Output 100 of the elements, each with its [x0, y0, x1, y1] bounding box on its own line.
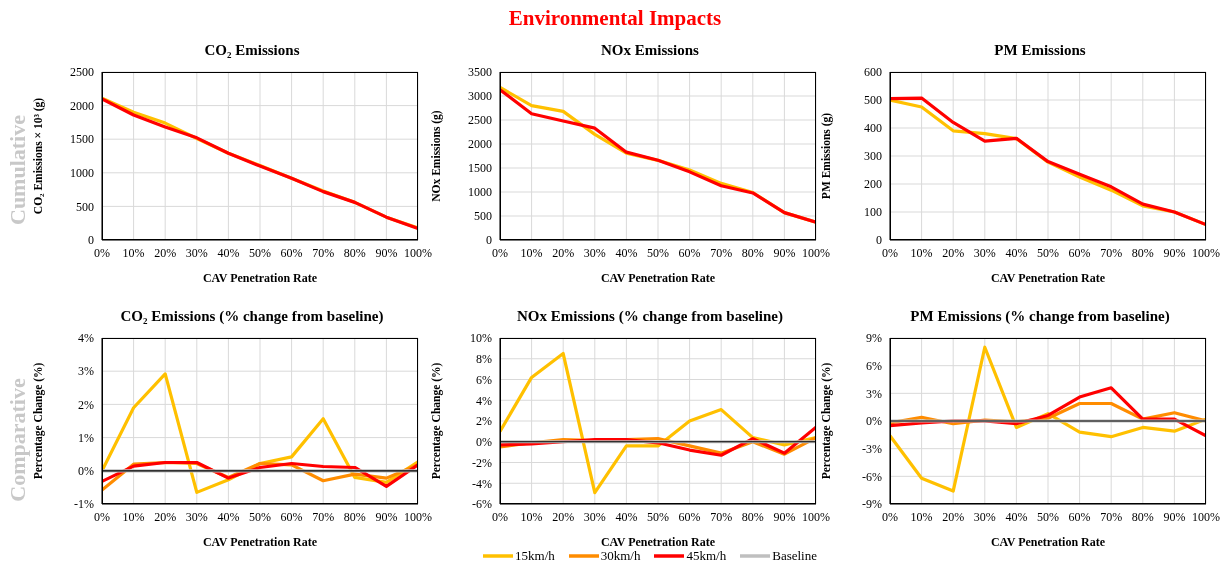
x-axis-title: CAV Penetration Rate	[600, 535, 716, 549]
x-tick-label: 40%	[1005, 245, 1028, 260]
y-tick-label: 3%	[78, 364, 94, 379]
x-tick-label: 0%	[882, 245, 898, 260]
y-tick-label: 10%	[470, 331, 492, 346]
x-tick-label: 40%	[615, 245, 638, 260]
y-tick-label: 2000	[70, 98, 94, 113]
x-tick-label: 30%	[185, 245, 208, 260]
y-tick-label: 1500	[70, 132, 94, 147]
x-tick-label: 50%	[249, 509, 271, 524]
chart-title: CO₂ Emissions (% change from baseline)	[119, 308, 385, 326]
y-tick-label: 6%	[866, 358, 882, 373]
x-axis-title: CAV Penetration Rate	[202, 535, 318, 549]
chart-title: NOx Emissions (% change from baseline)	[516, 308, 784, 326]
x-tick-label: 10%	[520, 509, 543, 524]
x-tick-label: 10%	[910, 509, 933, 524]
y-tick-label: -1%	[74, 497, 94, 512]
y-tick-label: 500	[864, 93, 882, 108]
x-tick-label: 80%	[741, 245, 764, 260]
x-axis-title: CAV Penetration Rate	[600, 271, 716, 285]
y-tick-label: 1500	[468, 161, 492, 176]
x-tick-label: 50%	[1037, 245, 1059, 260]
y-tick-label: 2500	[468, 113, 492, 128]
y-tick-label: 400	[864, 121, 882, 136]
y-tick-label: -2%	[472, 455, 492, 470]
y-axis-title: CO₂ Emissions × 10³ (g)	[32, 97, 46, 215]
y-tick-label: 100	[864, 205, 882, 220]
y-tick-label: 0	[88, 233, 94, 248]
y-tick-label: -4%	[472, 476, 492, 491]
chart-title: PM Emissions	[993, 42, 1087, 60]
x-tick-label: 50%	[249, 245, 271, 260]
x-tick-label: 90%	[1163, 509, 1186, 524]
x-tick-label: 90%	[375, 509, 398, 524]
x-tick-label: 40%	[217, 509, 240, 524]
x-tick-label: 100%	[802, 245, 830, 260]
x-tick-label: 80%	[343, 509, 366, 524]
legend-label: 30km/h	[600, 548, 641, 564]
x-axis-title: CAV Penetration Rate	[990, 535, 1106, 549]
y-tick-label: 6%	[476, 372, 492, 387]
chart-title: NOx Emissions	[600, 42, 700, 60]
x-tick-label: 10%	[520, 245, 543, 260]
y-axis-title: Percentage Change (%)	[430, 362, 444, 480]
y-tick-label: 500	[474, 209, 492, 224]
x-tick-label: 70%	[1100, 509, 1123, 524]
x-tick-label: 100%	[1192, 245, 1220, 260]
x-tick-label: 90%	[773, 245, 796, 260]
y-tick-label: 9%	[866, 331, 882, 346]
x-tick-label: 30%	[583, 509, 606, 524]
x-tick-label: 0%	[94, 245, 110, 260]
x-tick-label: 60%	[678, 245, 701, 260]
y-tick-label: 3500	[468, 65, 492, 80]
x-tick-label: 0%	[492, 509, 508, 524]
x-tick-label: 20%	[552, 509, 575, 524]
x-tick-label: 10%	[122, 509, 145, 524]
x-tick-label: 100%	[404, 245, 432, 260]
x-tick-label: 20%	[942, 509, 965, 524]
x-tick-label: 40%	[1005, 509, 1028, 524]
x-tick-label: 100%	[802, 509, 830, 524]
x-tick-label: 0%	[492, 245, 508, 260]
y-tick-label: -6%	[472, 497, 492, 512]
x-tick-label: 80%	[1131, 509, 1154, 524]
y-tick-label: 4%	[78, 331, 94, 346]
y-axis-title: Percentage Change (%)	[32, 362, 46, 480]
chart-title: CO₂ Emissions	[203, 42, 301, 60]
y-tick-label: 3%	[866, 386, 882, 401]
y-tick-label: 200	[864, 177, 882, 192]
x-tick-label: 90%	[773, 509, 796, 524]
y-axis-title: NOx Emissions (g)	[430, 110, 444, 202]
y-tick-label: -6%	[862, 469, 882, 484]
x-tick-label: 10%	[910, 245, 933, 260]
y-tick-label: 500	[76, 199, 94, 214]
x-tick-label: 60%	[280, 509, 303, 524]
x-tick-label: 20%	[154, 509, 177, 524]
x-tick-label: 0%	[94, 509, 110, 524]
x-tick-label: 20%	[552, 245, 575, 260]
y-tick-label: 0	[486, 233, 492, 248]
x-tick-label: 30%	[185, 509, 208, 524]
x-tick-label: 80%	[343, 245, 366, 260]
legend-label: Baseline	[772, 548, 817, 564]
text: Environmental Impacts	[507, 6, 723, 31]
x-tick-label: 60%	[1068, 509, 1091, 524]
x-tick-label: 40%	[217, 245, 240, 260]
x-tick-label: 100%	[1192, 509, 1220, 524]
x-tick-label: 30%	[583, 245, 606, 260]
legend-label: 15km/h	[515, 548, 555, 564]
y-tick-label: 600	[864, 65, 882, 80]
x-tick-label: 90%	[1163, 245, 1186, 260]
x-tick-label: 70%	[312, 509, 335, 524]
x-tick-label: 50%	[647, 509, 669, 524]
y-tick-label: 2000	[468, 137, 492, 152]
y-tick-label: 0	[876, 233, 882, 248]
x-tick-label: 50%	[647, 245, 669, 260]
y-tick-label: 0%	[866, 414, 882, 429]
x-tick-label: 60%	[280, 245, 303, 260]
y-tick-label: 0%	[476, 435, 492, 450]
x-axis-title: CAV Penetration Rate	[990, 271, 1106, 285]
x-tick-label: 70%	[710, 509, 733, 524]
y-axis-title: PM Emissions (g)	[820, 112, 834, 200]
y-tick-label: 4%	[476, 393, 492, 408]
y-tick-label: 1000	[70, 166, 94, 181]
